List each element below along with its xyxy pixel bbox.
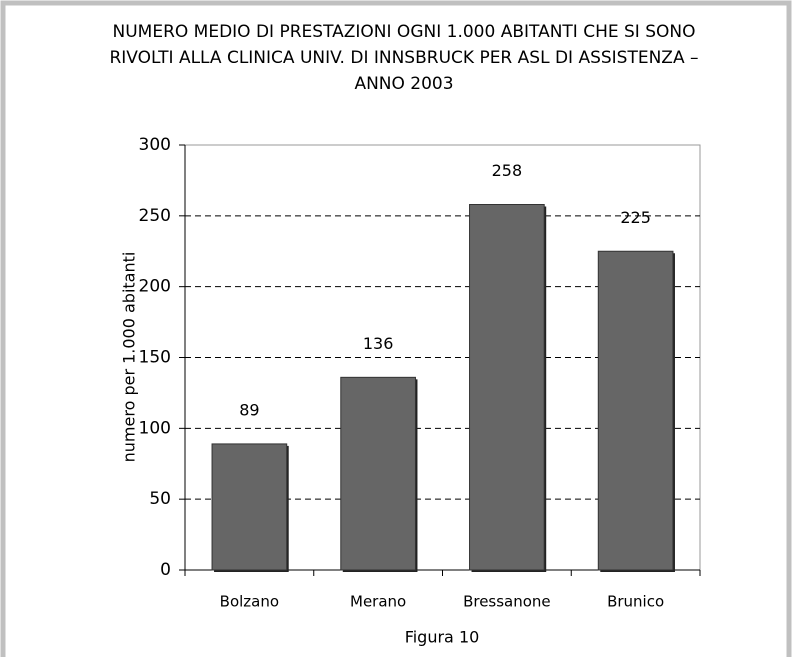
y-tick-label: 200 bbox=[139, 277, 171, 297]
x-tick-label: Brunico bbox=[607, 593, 664, 611]
bar bbox=[469, 204, 545, 571]
data-label: 136 bbox=[363, 334, 394, 353]
x-tick-label: Bressanone bbox=[463, 593, 551, 611]
data-label: 225 bbox=[620, 208, 651, 227]
y-axis-label: numero per 1.000 abitanti bbox=[120, 252, 139, 463]
caption: Figura 10 bbox=[405, 628, 480, 647]
bar bbox=[211, 443, 288, 571]
data-label: 89 bbox=[239, 400, 259, 419]
y-tick-label: 100 bbox=[139, 418, 171, 438]
chart-title: NUMERO MEDIO DI PRESTAZIONI OGNI 1.000 A… bbox=[113, 22, 696, 42]
x-tick-label: Merano bbox=[350, 593, 406, 611]
x-tick-label: Bolzano bbox=[220, 593, 279, 611]
y-tick-label: 50 bbox=[149, 489, 171, 509]
bar bbox=[597, 250, 674, 571]
data-label: 258 bbox=[492, 161, 523, 180]
y-tick-label: 300 bbox=[139, 135, 171, 155]
chart-title: RIVOLTI ALLA CLINICA UNIV. DI INNSBRUCK … bbox=[109, 48, 698, 68]
chart-title: ANNO 2003 bbox=[354, 74, 453, 94]
y-tick-label: 250 bbox=[139, 206, 171, 226]
y-tick-label: 0 bbox=[160, 560, 171, 580]
y-tick-label: 150 bbox=[139, 348, 171, 368]
bar bbox=[340, 376, 416, 571]
